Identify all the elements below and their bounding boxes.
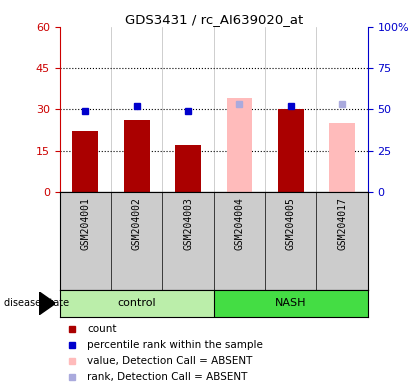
Bar [175,145,201,192]
Bar [72,131,98,192]
Polygon shape [39,292,55,315]
Text: value, Detection Call = ABSENT: value, Detection Call = ABSENT [87,356,253,366]
Text: control: control [118,298,156,308]
Title: GDS3431 / rc_AI639020_at: GDS3431 / rc_AI639020_at [125,13,303,26]
Text: GSM204005: GSM204005 [286,197,296,250]
Text: disease state: disease state [4,298,69,308]
Text: GSM204001: GSM204001 [80,197,90,250]
Bar [329,123,355,192]
Text: GSM204017: GSM204017 [337,197,347,250]
Text: count: count [87,324,117,334]
Text: percentile rank within the sample: percentile rank within the sample [87,340,263,350]
Bar [278,109,304,192]
FancyBboxPatch shape [214,290,368,317]
Text: GSM204004: GSM204004 [234,197,245,250]
Text: rank, Detection Call = ABSENT: rank, Detection Call = ABSENT [87,372,248,382]
Bar [226,98,252,192]
FancyBboxPatch shape [60,290,214,317]
Text: NASH: NASH [275,298,307,308]
Text: GSM204003: GSM204003 [183,197,193,250]
Bar [124,121,150,192]
Text: GSM204002: GSM204002 [132,197,142,250]
